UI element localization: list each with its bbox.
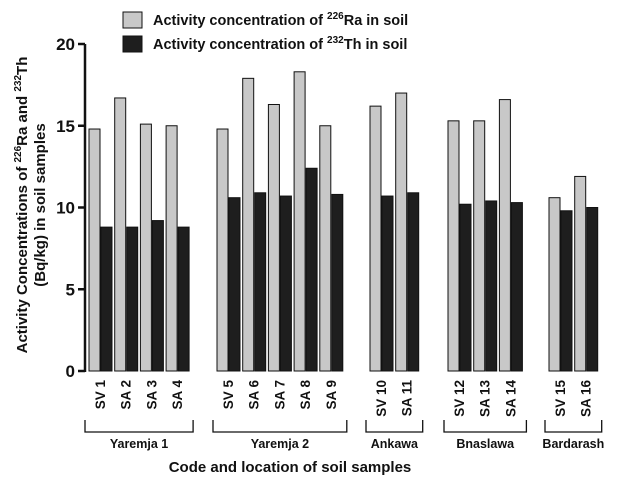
x-category-labels: SV 1 SA 2 SA 3 SA 4 SV 5 SA 6 SA 7 SA 8 SA 9 SV 1…	[93, 380, 594, 418]
bar-th232	[510, 202, 523, 372]
y-tick-label: 0	[66, 362, 75, 381]
bar-th232	[459, 203, 472, 372]
y-tick-label: 15	[56, 117, 75, 136]
bar-th232	[177, 226, 190, 372]
y-axis: 0 5 10 15 20	[56, 35, 87, 381]
legend-label: Activity concentration of 226Ra in soil	[153, 11, 408, 29]
x-category-label: SA 3	[144, 380, 159, 410]
legend-swatch	[122, 35, 143, 53]
bar-ra226	[88, 128, 101, 372]
x-category-label: SA 7	[272, 380, 287, 410]
bar-ra226	[548, 197, 561, 372]
bar-ra226	[114, 97, 127, 372]
bar-th232	[381, 195, 394, 372]
group-bracket	[544, 420, 603, 433]
bar-th232	[228, 197, 241, 372]
group-label: Bardarash	[542, 437, 604, 451]
x-category-label: SA 16	[579, 380, 594, 418]
x-category-label: SA 14	[503, 380, 518, 418]
group-bracket	[212, 420, 348, 433]
x-category-label: SA 6	[247, 380, 262, 410]
bar-th232	[485, 200, 498, 372]
y-axis-title-line2: (Bq/kg) in soil samples	[32, 123, 49, 286]
group-bracket	[443, 420, 528, 433]
bar-ra226	[242, 77, 255, 372]
group-label: Bnaslawa	[456, 437, 515, 451]
group-label: Yaremja 2	[251, 437, 309, 451]
group-label: Yaremja 1	[110, 437, 168, 451]
y-axis-title-line1: Activity Concentrations of 226Ra and 232…	[13, 57, 31, 354]
bar-th232	[151, 220, 164, 372]
bar-th232	[100, 226, 113, 372]
x-axis-title: Code and location of soil samples	[169, 459, 412, 476]
bar-th232	[279, 195, 292, 372]
bar-th232	[305, 167, 318, 372]
x-category-label: SV 1	[93, 380, 108, 410]
group-label: Ankawa	[371, 437, 419, 451]
bars	[88, 71, 599, 372]
bar-ra226	[574, 175, 587, 372]
y-tick-label: 20	[56, 35, 75, 54]
bar-ra226	[139, 123, 152, 372]
legend-label: Activity concentration of 232Th in soil	[153, 35, 407, 53]
bar-th232	[407, 192, 420, 372]
bar-ra226	[369, 105, 382, 372]
group-bracket	[84, 420, 194, 433]
y-axis-title: Activity Concentrations of 226Ra and 232…	[13, 57, 49, 354]
bar-th232	[126, 226, 139, 372]
legend-swatch	[122, 11, 143, 29]
x-category-label: SA 4	[170, 380, 185, 410]
x-category-label: SV 5	[221, 380, 236, 410]
bar-ra226	[319, 125, 332, 372]
y-tick-label: 5	[66, 280, 75, 299]
bar-th232	[560, 210, 573, 372]
bar-ra226	[395, 92, 408, 372]
group-bracket	[365, 420, 424, 433]
bar-th232	[586, 207, 599, 372]
bar-ra226	[216, 128, 229, 372]
bar-ra226	[165, 125, 178, 372]
bar-ra226	[498, 99, 511, 372]
bar-ra226	[447, 120, 460, 372]
x-category-label: SV 15	[553, 380, 568, 417]
x-category-label: SA 13	[478, 380, 493, 418]
legend: Activity concentration of 226Ra in soil A…	[122, 11, 408, 53]
x-category-label: SA 9	[324, 380, 339, 410]
x-category-label: SV 10	[374, 380, 389, 417]
x-category-label: SA 11	[400, 380, 415, 417]
y-tick-label: 10	[56, 199, 75, 218]
x-category-label: SV 12	[452, 380, 467, 417]
bar-ra226	[293, 71, 306, 372]
x-category-label: SA 2	[119, 380, 134, 410]
bar-th232	[331, 193, 344, 372]
x-category-label: SA 8	[298, 380, 313, 410]
group-brackets: Yaremja 1 Yaremja 2 Ankawa Bnaslawa Bardaras…	[84, 420, 604, 451]
bar-ra226	[267, 103, 280, 372]
bar-ra226	[473, 120, 486, 372]
bar-th232	[254, 192, 267, 372]
